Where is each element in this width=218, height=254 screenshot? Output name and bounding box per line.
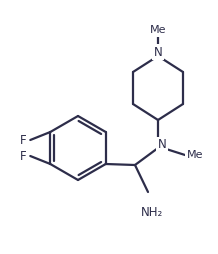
Text: F: F (20, 134, 27, 147)
Text: N: N (154, 45, 162, 58)
Text: F: F (20, 150, 27, 163)
Text: Me: Me (187, 150, 203, 160)
Text: N: N (158, 138, 166, 151)
Text: NH₂: NH₂ (141, 205, 163, 218)
Text: Me: Me (150, 25, 166, 35)
